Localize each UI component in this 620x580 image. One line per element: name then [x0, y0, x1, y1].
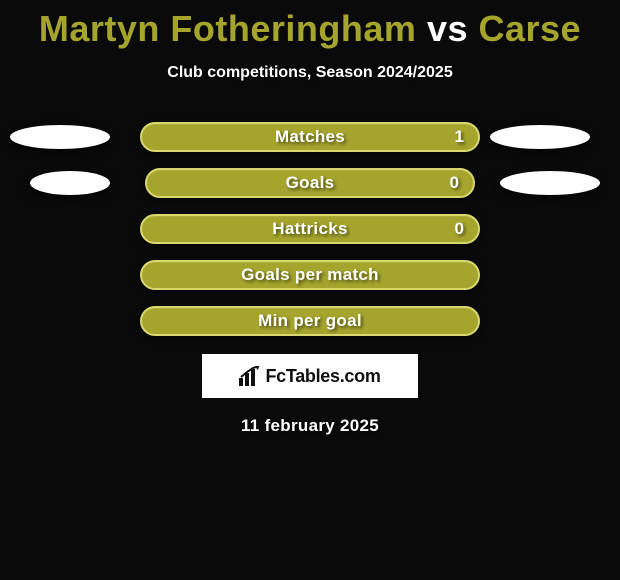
stat-label: Hattricks: [272, 219, 347, 239]
player2-name: Carse: [479, 8, 582, 49]
stat-row: Hattricks 0: [0, 214, 620, 244]
subtitle: Club competitions, Season 2024/2025: [0, 64, 620, 82]
stat-rows: Matches 1 Goals 0 Hattricks 0 Goals per …: [0, 122, 620, 336]
stat-bar: Goals per match: [140, 260, 480, 290]
stat-value: 0: [450, 173, 459, 193]
stat-bar: Min per goal: [140, 306, 480, 336]
stat-value: 0: [455, 219, 464, 239]
left-ellipse: [30, 171, 110, 195]
chart-icon: [239, 366, 261, 386]
vs-text: vs: [427, 8, 468, 49]
stat-row: Min per goal: [0, 306, 620, 336]
comparison-title: Martyn Fotheringham vs Carse: [0, 0, 620, 50]
badge-text: FcTables.com: [265, 366, 380, 387]
fctables-badge: FcTables.com: [202, 354, 418, 398]
right-ellipse: [490, 125, 590, 149]
stat-label: Goals: [286, 173, 335, 193]
stat-bar: Matches 1: [140, 122, 480, 152]
left-ellipse: [10, 125, 110, 149]
stat-label: Goals per match: [241, 265, 379, 285]
date-text: 11 february 2025: [0, 416, 620, 436]
right-ellipse: [500, 171, 600, 195]
stat-label: Matches: [275, 127, 345, 147]
stat-value: 1: [455, 127, 464, 147]
stat-label: Min per goal: [258, 311, 362, 331]
stat-bar: Goals 0: [145, 168, 475, 198]
stat-bar: Hattricks 0: [140, 214, 480, 244]
player1-name: Martyn Fotheringham: [39, 8, 417, 49]
stat-row: Goals per match: [0, 260, 620, 290]
stat-row: Goals 0: [0, 168, 620, 198]
stat-row: Matches 1: [0, 122, 620, 152]
